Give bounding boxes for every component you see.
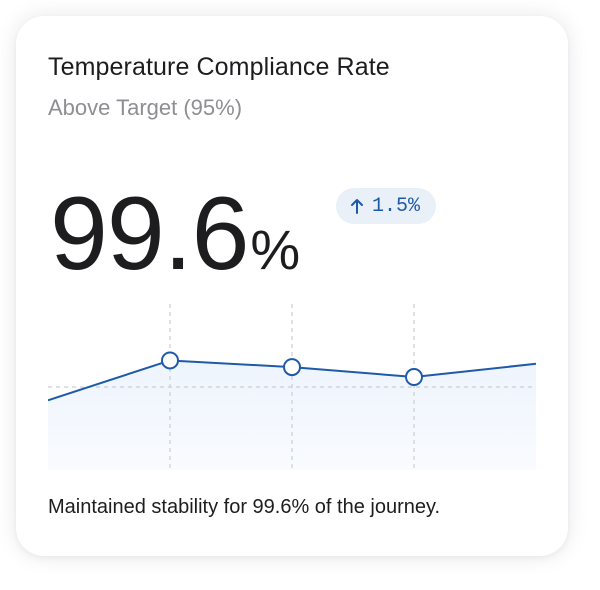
delta-badge: 1.5%: [336, 188, 437, 224]
card-subtitle: Above Target (95%): [48, 95, 243, 120]
compliance-card: Temperature Compliance Rate Above Target…: [16, 16, 568, 556]
chart-point-marker: [283, 358, 301, 377]
metric-value-unit: %: [250, 218, 301, 281]
chart-point-marker: [405, 368, 423, 387]
card-title: Temperature Compliance Rate: [48, 53, 390, 81]
chart-point-marker: [161, 351, 179, 370]
metric-value: 99.6 %: [50, 182, 300, 286]
trend-sparkline: [48, 304, 536, 470]
arrow-up-icon: [350, 198, 364, 214]
delta-value: 1.5%: [372, 194, 421, 218]
card-footer: Maintained stability for 99.6% of the jo…: [48, 496, 441, 518]
metric-value-number: 99.6: [50, 176, 249, 292]
